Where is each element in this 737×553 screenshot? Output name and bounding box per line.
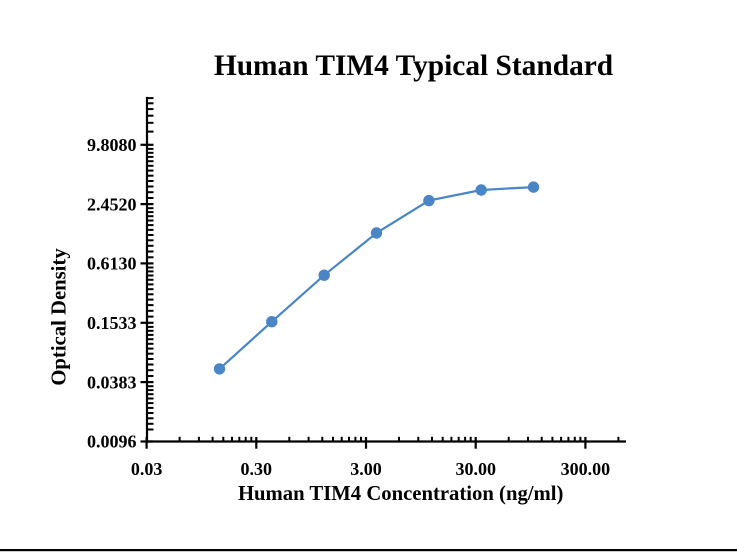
svg-text:0.6130: 0.6130 [87, 254, 137, 274]
svg-text:Human TIM4 Concentration (ng/m: Human TIM4 Concentration (ng/ml) [238, 483, 563, 505]
svg-text:0.0383: 0.0383 [87, 372, 137, 392]
svg-text:0.30: 0.30 [241, 459, 273, 479]
svg-text:9.8080: 9.8080 [87, 135, 137, 155]
svg-text:Human TIM4 Typical Standard: Human TIM4 Typical Standard [214, 50, 614, 82]
svg-text:Optical Density: Optical Density [49, 248, 71, 386]
svg-text:300.00: 300.00 [561, 459, 611, 479]
svg-text:2.4520: 2.4520 [87, 194, 137, 214]
svg-text:0.0096: 0.0096 [87, 432, 137, 452]
svg-text:0.03: 0.03 [131, 459, 163, 479]
svg-text:0.1533: 0.1533 [87, 313, 137, 333]
svg-text:3.00: 3.00 [350, 459, 382, 479]
svg-text:30.00: 30.00 [455, 459, 496, 479]
